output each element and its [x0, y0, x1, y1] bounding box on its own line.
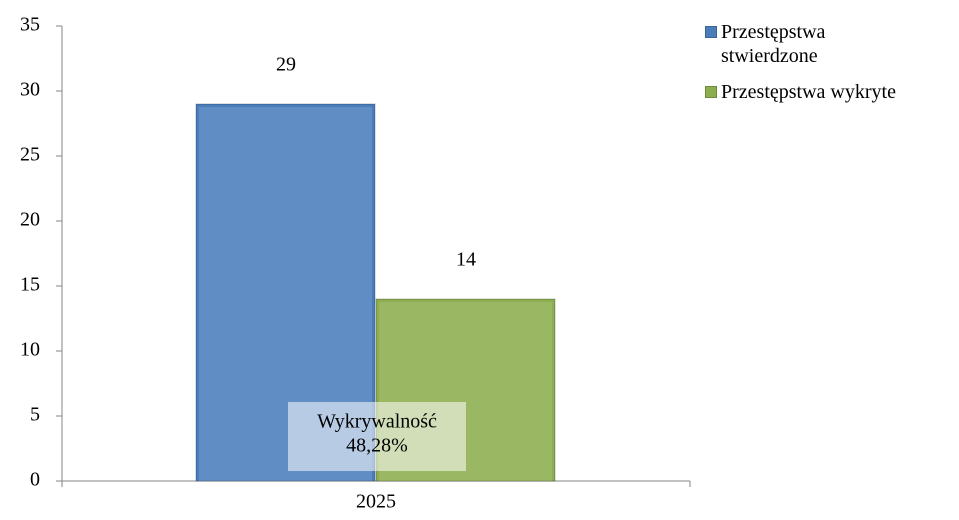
y-tick-label: 35 [20, 14, 40, 36]
y-tick-label: 15 [20, 274, 40, 296]
annotation: Wykrywalność [317, 411, 437, 433]
legend-entry: Przestępstwa wykryte [705, 80, 896, 104]
y-tick-label: 0 [30, 469, 40, 491]
x-tick-label: 2025 [356, 491, 396, 513]
y-tick-label: 10 [20, 339, 40, 361]
y-tick-label: 20 [20, 209, 40, 231]
legend-entry: Przestępstwa stwierdzone [705, 20, 896, 68]
legend-label: Przestępstwa wykryte [721, 81, 896, 103]
annotation: 48,28% [346, 435, 408, 457]
legend: Przestępstwa stwierdzone Przestępstwa wyk… [705, 20, 896, 116]
annotation-box [288, 402, 466, 471]
legend-swatch [705, 86, 717, 98]
value-label: 29 [276, 54, 296, 76]
y-tick-label: 5 [30, 404, 40, 426]
value-label: 14 [456, 249, 476, 271]
y-tick-label: 25 [20, 144, 40, 166]
legend-swatch [705, 26, 717, 38]
legend-label: Przestępstwa stwierdzone [721, 21, 826, 67]
y-tick-label: 30 [20, 79, 40, 101]
